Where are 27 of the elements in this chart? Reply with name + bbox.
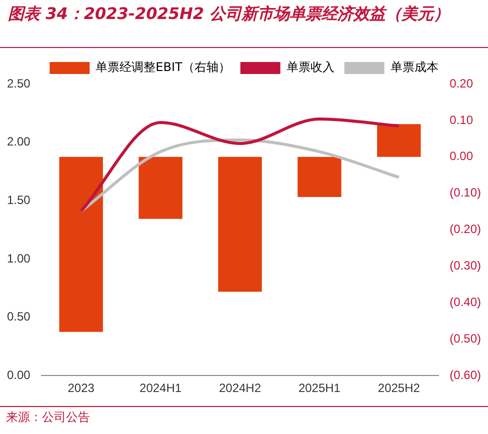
x-tick-label: 2023 — [68, 381, 95, 396]
y-tick-label: 1.00 — [6, 251, 31, 266]
y2-tick-label: (0.10) — [450, 186, 482, 200]
y2-tick-label: (0.60) — [450, 368, 482, 382]
x-tick-label: 2024H2 — [218, 381, 262, 396]
y2-tick-label: 0.10 — [450, 112, 474, 127]
chart-title: 图表 34：2023-2025H2 公司新市场单票经济效益（美元） — [0, 0, 488, 48]
y-tick-label: 2.50 — [6, 76, 31, 90]
y2-tick-label: 0.20 — [450, 76, 474, 90]
y-tick-label: 0.00 — [6, 368, 31, 382]
line-series — [80, 138, 400, 213]
source-note: 来源：公司公告 — [0, 406, 488, 428]
y2-tick-label: (0.50) — [450, 331, 482, 346]
y-tick-label: 2.00 — [6, 134, 31, 149]
x-tick-label: 2024H1 — [140, 381, 182, 396]
y2-tick-label: 0.00 — [450, 149, 474, 164]
legend-label: 单票收入 — [286, 60, 334, 74]
legend-label: 单票成本 — [390, 60, 438, 74]
y-tick-label: 0.50 — [6, 310, 31, 324]
y2-tick-label: (0.40) — [450, 295, 482, 310]
x-tick-label: 2025H2 — [378, 381, 420, 396]
y2-tick-label: (0.30) — [450, 258, 482, 273]
y-tick-label: 1.50 — [6, 192, 31, 207]
legend-label: 单票经调整EBIT（右轴） — [96, 60, 230, 74]
y2-tick-label: (0.20) — [450, 222, 482, 236]
line-series — [80, 117, 400, 213]
x-tick-label: 2025H1 — [298, 381, 341, 396]
